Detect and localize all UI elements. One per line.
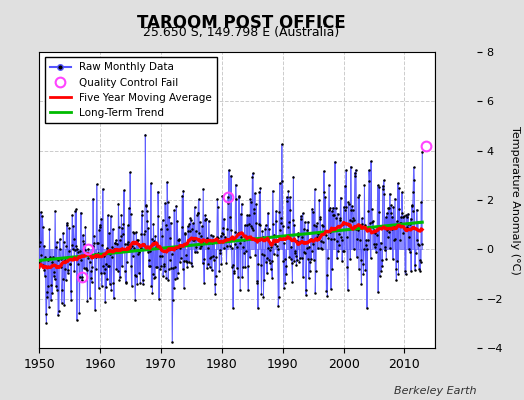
Y-axis label: Temperature Anomaly (°C): Temperature Anomaly (°C) [510, 126, 520, 274]
Text: 25.650 S, 149.798 E (Australia): 25.650 S, 149.798 E (Australia) [143, 26, 339, 39]
Legend: Raw Monthly Data, Quality Control Fail, Five Year Moving Average, Long-Term Tren: Raw Monthly Data, Quality Control Fail, … [45, 57, 217, 123]
Text: TAROOM POST OFFICE: TAROOM POST OFFICE [137, 14, 345, 32]
Text: Berkeley Earth: Berkeley Earth [395, 386, 477, 396]
